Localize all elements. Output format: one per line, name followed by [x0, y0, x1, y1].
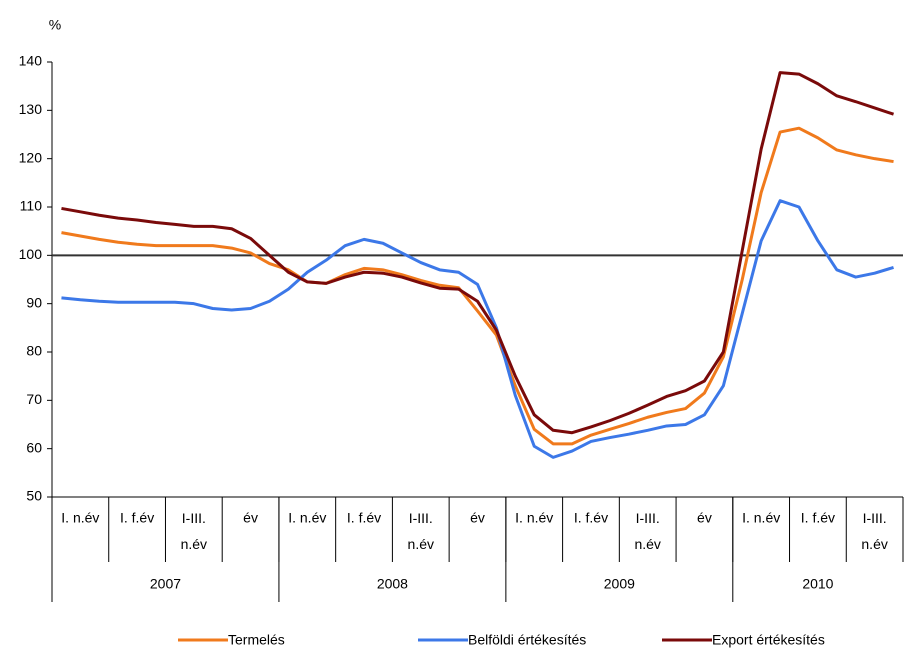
- x-tick-label: I-III. n.év: [634, 510, 660, 552]
- y-tick-label: 130: [19, 101, 43, 117]
- y-tick-label: 120: [19, 149, 43, 165]
- legend-label: Export értékesítés: [712, 632, 825, 648]
- x-tick-label: I-III. n.év: [861, 510, 887, 552]
- year-label: 2010: [802, 576, 833, 592]
- y-tick-label: 110: [20, 198, 43, 214]
- x-tick-label: év: [470, 510, 485, 526]
- x-tick-label: I-III. n.év: [181, 510, 207, 552]
- y-tick-label: 140: [19, 53, 43, 69]
- y-tick-label: 70: [26, 391, 42, 407]
- series-line: [61, 199, 894, 459]
- x-tick-label: I. f.év: [801, 510, 835, 526]
- x-tick-label: I. n.év: [742, 510, 780, 526]
- y-tick-label: 100: [19, 246, 43, 262]
- y-tick-label: 90: [26, 294, 42, 310]
- x-tick-label: I-III. n.év: [408, 510, 434, 552]
- x-tick-label: I. n.év: [515, 510, 553, 526]
- x-tick-label: I. n.év: [61, 510, 99, 526]
- x-tick-label: I. f.év: [120, 510, 154, 526]
- y-tick-label: 80: [26, 343, 42, 359]
- series-line: [61, 126, 894, 446]
- x-tick-label: I. n.év: [288, 510, 326, 526]
- x-tick-label: I. f.év: [574, 510, 608, 526]
- series-line: [61, 71, 895, 435]
- x-tick-label: év: [243, 510, 258, 526]
- y-tick-label: 60: [26, 439, 42, 455]
- x-tick-label: év: [697, 510, 712, 526]
- y-unit: %: [49, 17, 61, 33]
- year-label: 2009: [604, 576, 635, 592]
- legend-label: Belföldi értékesítés: [468, 632, 586, 648]
- y-tick-label: 50: [26, 488, 42, 504]
- x-tick-label: I. f.év: [347, 510, 381, 526]
- year-label: 2008: [377, 576, 408, 592]
- year-label: 2007: [150, 576, 181, 592]
- legend-label: Termelés: [228, 632, 285, 648]
